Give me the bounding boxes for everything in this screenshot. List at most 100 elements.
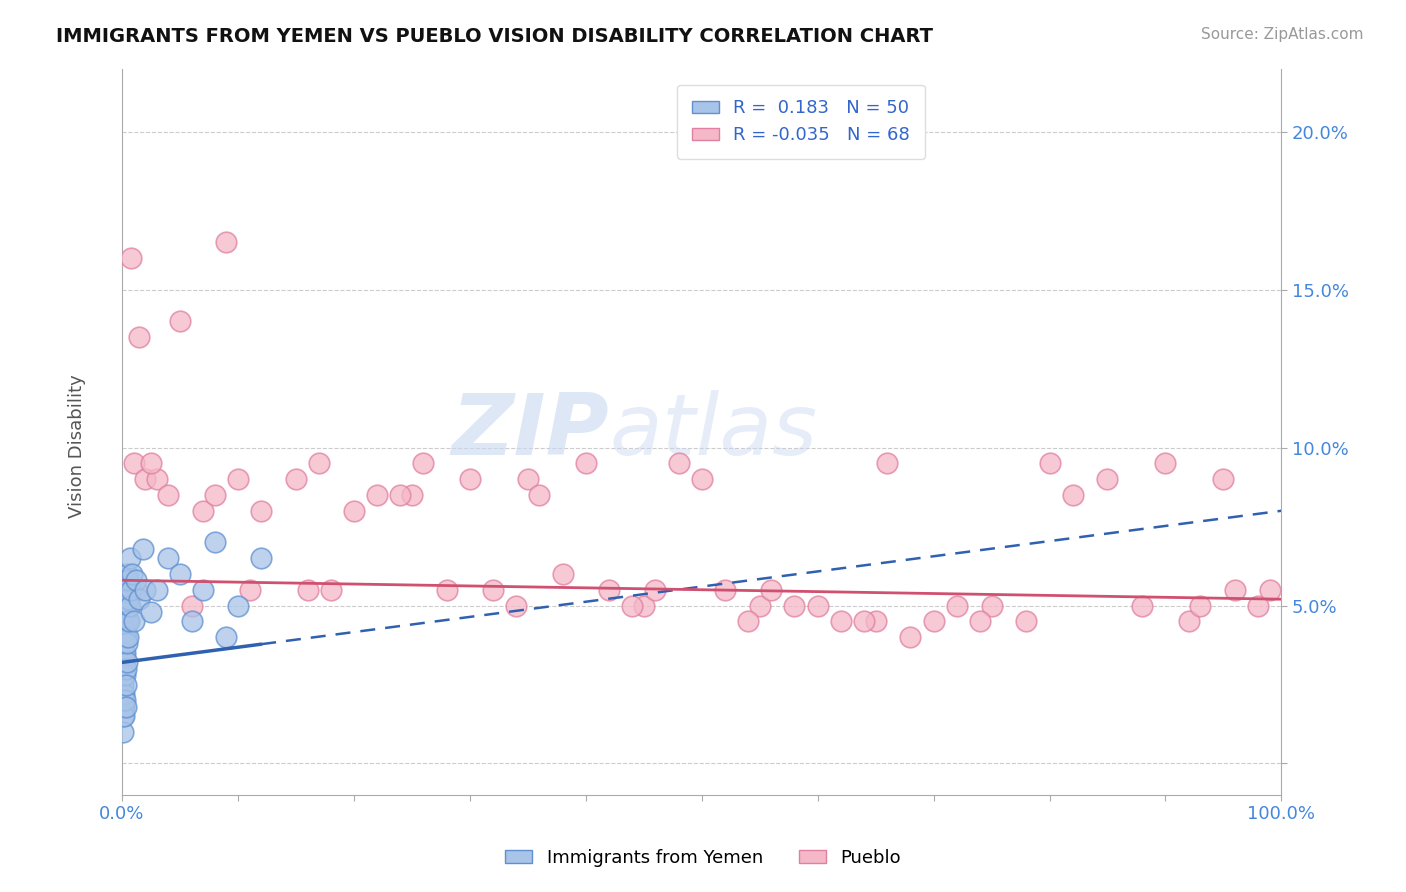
Point <box>114 605 136 619</box>
Point <box>575 456 598 470</box>
Text: Source: ZipAtlas.com: Source: ZipAtlas.com <box>1201 27 1364 42</box>
Point <box>436 582 458 597</box>
Point <box>621 599 644 613</box>
Point <box>690 472 713 486</box>
Point <box>308 456 330 470</box>
Point <box>114 662 136 676</box>
Point <box>117 636 139 650</box>
Point <box>114 646 136 660</box>
Point <box>633 599 655 613</box>
Point <box>111 709 134 723</box>
Point <box>551 566 574 581</box>
Point <box>343 504 366 518</box>
Point <box>1130 599 1153 613</box>
Point <box>922 615 945 629</box>
Point <box>226 472 249 486</box>
Point <box>876 456 898 470</box>
Point <box>157 551 180 566</box>
Point <box>120 551 142 566</box>
Point <box>114 599 136 613</box>
Point <box>830 615 852 629</box>
Point <box>250 551 273 566</box>
Point <box>112 687 135 701</box>
Point <box>1258 582 1281 597</box>
Point <box>157 488 180 502</box>
Point <box>668 456 690 470</box>
Point <box>204 488 226 502</box>
Point <box>122 456 145 470</box>
Point <box>783 599 806 613</box>
Point <box>139 605 162 619</box>
Point <box>946 599 969 613</box>
Point <box>215 235 238 250</box>
Point <box>250 504 273 518</box>
Point <box>980 599 1002 613</box>
Point <box>239 582 262 597</box>
Point <box>121 566 143 581</box>
Point <box>714 582 737 597</box>
Point <box>180 599 202 613</box>
Text: ZIP: ZIP <box>451 391 609 474</box>
Point <box>169 314 191 328</box>
Legend: R =  0.183   N = 50, R = -0.035   N = 68: R = 0.183 N = 50, R = -0.035 N = 68 <box>678 85 925 159</box>
Point <box>122 615 145 629</box>
Text: IMMIGRANTS FROM YEMEN VS PUEBLO VISION DISABILITY CORRELATION CHART: IMMIGRANTS FROM YEMEN VS PUEBLO VISION D… <box>56 27 934 45</box>
Point <box>505 599 527 613</box>
Point <box>1223 582 1246 597</box>
Point <box>117 630 139 644</box>
Point <box>117 574 139 588</box>
Point <box>112 709 135 723</box>
Point <box>226 599 249 613</box>
Point <box>853 615 876 629</box>
Point <box>112 724 135 739</box>
Point <box>134 582 156 597</box>
Point <box>112 699 135 714</box>
Point <box>180 615 202 629</box>
Point <box>482 582 505 597</box>
Point <box>114 693 136 707</box>
Point <box>516 472 538 486</box>
Point <box>112 615 135 629</box>
Text: atlas: atlas <box>609 391 817 474</box>
Legend: Immigrants from Yemen, Pueblo: Immigrants from Yemen, Pueblo <box>498 842 908 874</box>
Point <box>114 668 136 682</box>
Text: Vision Disability: Vision Disability <box>69 374 86 518</box>
Point <box>132 541 155 556</box>
Point <box>193 582 215 597</box>
Point <box>401 488 423 502</box>
Point <box>114 624 136 638</box>
Point <box>1189 599 1212 613</box>
Point <box>115 677 138 691</box>
Point <box>125 582 148 597</box>
Point <box>389 488 412 502</box>
Point <box>125 574 148 588</box>
Point <box>458 472 481 486</box>
Point <box>111 693 134 707</box>
Point <box>112 630 135 644</box>
Point <box>1015 615 1038 629</box>
Point <box>598 582 620 597</box>
Point <box>128 592 150 607</box>
Point <box>1177 615 1199 629</box>
Point <box>319 582 342 597</box>
Point <box>115 656 138 670</box>
Point <box>297 582 319 597</box>
Point <box>204 535 226 549</box>
Point <box>114 699 136 714</box>
Point <box>761 582 783 597</box>
Point <box>412 456 434 470</box>
Point <box>969 615 991 629</box>
Point <box>900 630 922 644</box>
Point <box>169 566 191 581</box>
Point <box>139 456 162 470</box>
Point <box>748 599 770 613</box>
Point <box>128 330 150 344</box>
Point <box>112 662 135 676</box>
Point <box>115 566 138 581</box>
Point <box>1212 472 1234 486</box>
Point <box>112 636 135 650</box>
Point <box>1154 456 1177 470</box>
Point <box>115 582 138 597</box>
Point <box>120 582 142 597</box>
Point <box>215 630 238 644</box>
